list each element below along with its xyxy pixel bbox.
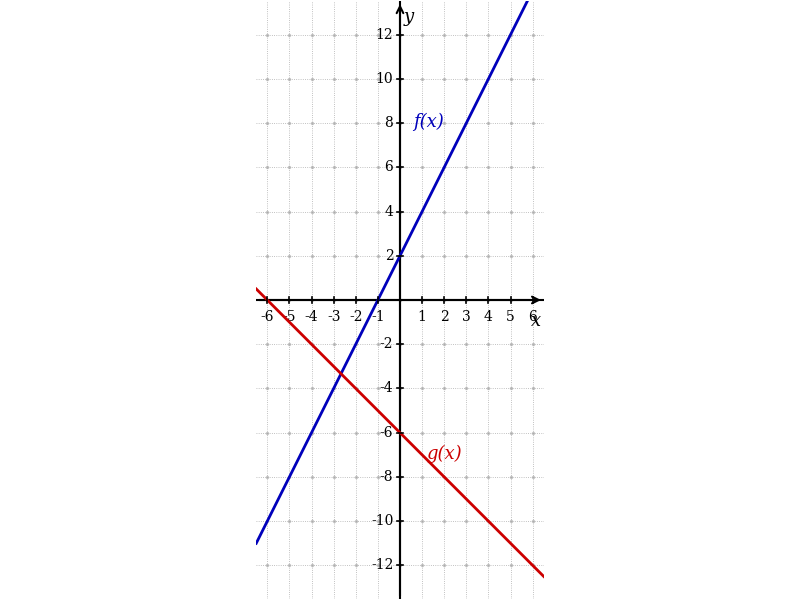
Text: -10: -10 <box>371 514 394 528</box>
Text: -6: -6 <box>261 310 274 324</box>
Text: 6: 6 <box>528 310 537 324</box>
Text: 4: 4 <box>484 310 493 324</box>
Text: y: y <box>403 8 414 26</box>
Text: -3: -3 <box>327 310 340 324</box>
Text: -12: -12 <box>371 559 394 572</box>
Text: x: x <box>531 312 542 330</box>
Text: 1: 1 <box>418 310 426 324</box>
Text: 12: 12 <box>376 28 394 41</box>
Text: -8: -8 <box>380 470 394 484</box>
Text: 3: 3 <box>462 310 470 324</box>
Text: 2: 2 <box>440 310 449 324</box>
Text: 4: 4 <box>385 205 394 218</box>
Text: -2: -2 <box>380 337 394 351</box>
Text: 8: 8 <box>385 116 394 130</box>
Text: -4: -4 <box>380 382 394 395</box>
Text: 6: 6 <box>385 160 394 174</box>
Text: -4: -4 <box>305 310 318 324</box>
Text: -5: -5 <box>282 310 296 324</box>
Text: -6: -6 <box>380 426 394 440</box>
Text: 5: 5 <box>506 310 515 324</box>
Text: 2: 2 <box>385 249 394 263</box>
Text: -2: -2 <box>349 310 362 324</box>
Text: -1: -1 <box>371 310 385 324</box>
Text: 10: 10 <box>376 72 394 86</box>
Text: g(x): g(x) <box>426 445 462 463</box>
Text: f(x): f(x) <box>414 113 444 131</box>
